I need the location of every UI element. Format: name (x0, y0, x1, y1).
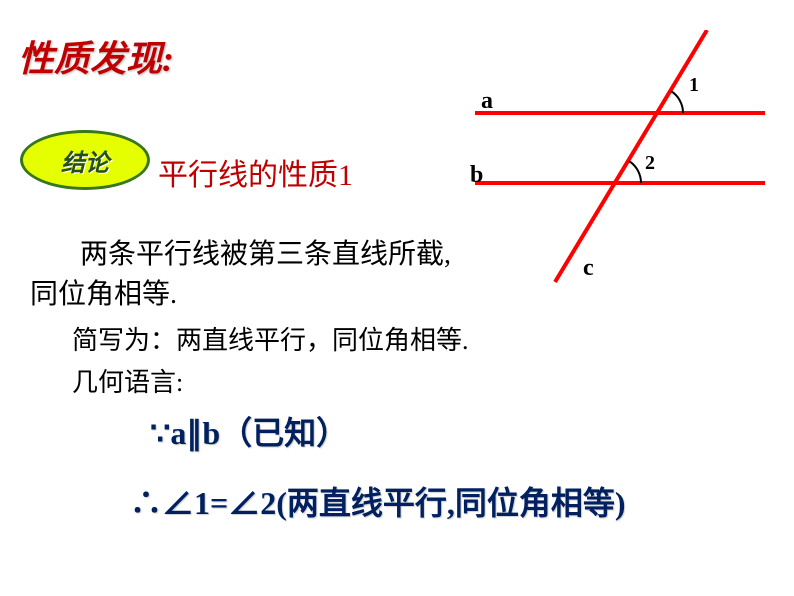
math-line-1: ∵a∥b（已知） (150, 408, 348, 454)
line-c (555, 30, 707, 282)
badge-text: 结论 (61, 143, 109, 178)
label-b: b (470, 162, 483, 189)
property-subtitle: 平行线的性质1 (158, 150, 353, 194)
body-line-3: 简写为：两直线平行，同位角相等. (72, 320, 469, 357)
math-line-2: ∴∠1=∠2(两直线平行,同位角相等) (130, 478, 626, 524)
angle-arc-1 (671, 91, 683, 113)
diagram-svg (455, 30, 775, 290)
conclusion-badge: 结论 (20, 130, 150, 190)
angle-arc-2 (629, 161, 641, 183)
label-1: 1 (689, 74, 699, 97)
slide-title: 性质发现: (18, 30, 174, 82)
body-line-2: 同位角相等. (30, 272, 177, 312)
label-a: a (481, 88, 493, 115)
label-c: c (583, 255, 594, 282)
body-line-4: 几何语言: (72, 362, 183, 399)
label-2: 2 (645, 152, 655, 175)
parallel-lines-diagram: a b c 1 2 (455, 30, 775, 290)
body-line-1: 两条平行线被第三条直线所截, (80, 232, 451, 272)
